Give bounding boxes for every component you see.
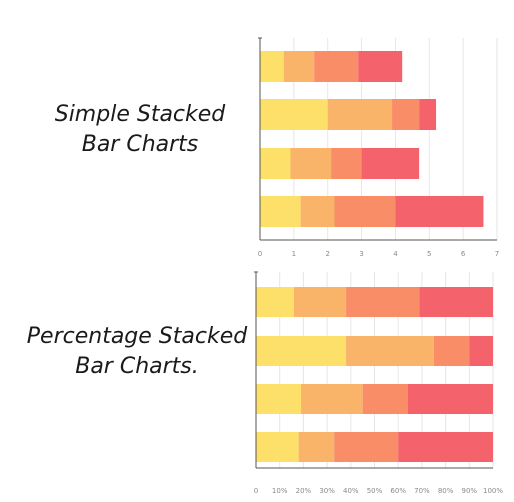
simple-tick-label: 1 xyxy=(292,250,296,258)
percentage-bar-segment xyxy=(433,336,470,366)
simple-tick-label: 7 xyxy=(495,250,499,258)
simple-bar-segment xyxy=(260,148,291,179)
simple-tick-label: 5 xyxy=(427,250,431,258)
simple-bar-segment xyxy=(419,99,437,130)
percentage-bar-segment xyxy=(256,384,302,414)
percentage-bar-segment xyxy=(346,336,434,366)
simple-caption-line1: Simple Stacked xyxy=(54,102,226,127)
simple-bar-segment xyxy=(290,148,332,179)
percentage-bar-segment xyxy=(301,384,363,414)
percentage-tick-label: 100% xyxy=(483,487,503,495)
percentage-tick-label: 40% xyxy=(343,487,359,495)
percentage-tick-label: 20% xyxy=(296,487,312,495)
percentage-bar-segment xyxy=(293,287,347,317)
percentage-bar-segment xyxy=(407,384,493,414)
percentage-caption-line1: Percentage Stacked xyxy=(26,324,248,349)
percentage-bar-segment xyxy=(256,432,299,462)
percentage-tick-label: 70% xyxy=(414,487,430,495)
simple-bar-segment xyxy=(358,51,403,82)
percentage-tick-label: 30% xyxy=(319,487,335,495)
percentage-bar-segment xyxy=(419,287,493,317)
percentage-tick-label: 60% xyxy=(390,487,406,495)
simple-bar-segment xyxy=(334,196,396,227)
simple-bar-segment xyxy=(327,99,393,130)
simple-tick-label: 3 xyxy=(359,250,363,258)
percentage-bar-segment xyxy=(362,384,408,414)
simple-tick-label: 0 xyxy=(258,250,262,258)
percentage-tick-label: 0 xyxy=(254,487,258,495)
percentage-bar-segment xyxy=(346,287,420,317)
simple-caption-line2: Bar Charts xyxy=(81,132,199,157)
simple-tick-label: 2 xyxy=(325,250,329,258)
simple-bar-segment xyxy=(300,196,335,227)
percentage-tick-label: 90% xyxy=(462,487,478,495)
percentage-bar-segment xyxy=(298,432,335,462)
simple-bar-segment xyxy=(392,99,420,130)
simple-tick-label: 4 xyxy=(393,250,398,258)
percentage-tick-label: 10% xyxy=(272,487,288,495)
simple-stacked-caption: Simple Stacked Bar Charts xyxy=(40,100,240,160)
simple-bar-segment xyxy=(283,51,315,82)
simple-bar-segment xyxy=(260,99,328,130)
percentage-bar-segment xyxy=(469,336,493,366)
percentage-bar-segment xyxy=(334,432,399,462)
percentage-bar-segment xyxy=(256,336,347,366)
percentage-caption-line2: Bar Charts. xyxy=(75,354,199,379)
simple-bar-segment xyxy=(395,196,484,227)
percentage-bar-segment xyxy=(256,287,294,317)
simple-bar-segment xyxy=(260,51,284,82)
simple-bar-segment xyxy=(314,51,359,82)
percentage-bar-segment xyxy=(398,432,493,462)
percentage-tick-label: 80% xyxy=(438,487,454,495)
simple-bar-segment xyxy=(361,148,420,179)
percentage-stacked-caption: Percentage Stacked Bar Charts. xyxy=(22,322,252,382)
simple-bar-segment xyxy=(331,148,362,179)
percentage-tick-label: 50% xyxy=(367,487,383,495)
simple-tick-label: 6 xyxy=(461,250,466,258)
simple-bar-segment xyxy=(260,196,301,227)
